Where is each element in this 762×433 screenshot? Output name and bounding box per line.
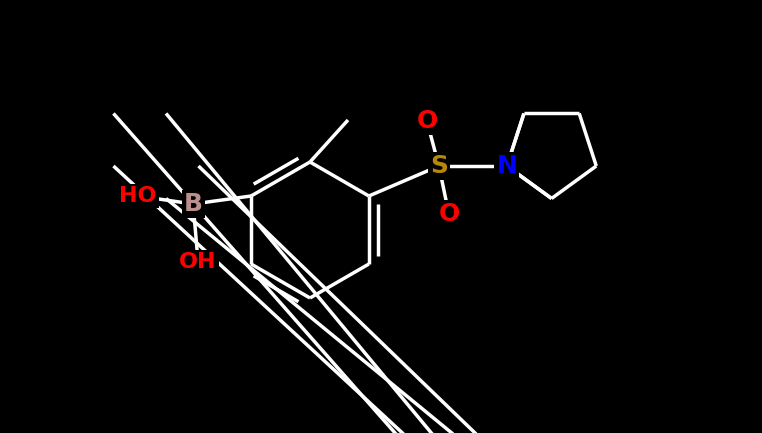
Text: OH: OH [179, 252, 217, 272]
Text: O: O [416, 109, 437, 133]
Text: S: S [430, 154, 448, 178]
Text: N: N [497, 154, 517, 178]
Text: B: B [184, 192, 203, 216]
Text: HO: HO [120, 186, 157, 206]
Text: O: O [438, 202, 459, 226]
